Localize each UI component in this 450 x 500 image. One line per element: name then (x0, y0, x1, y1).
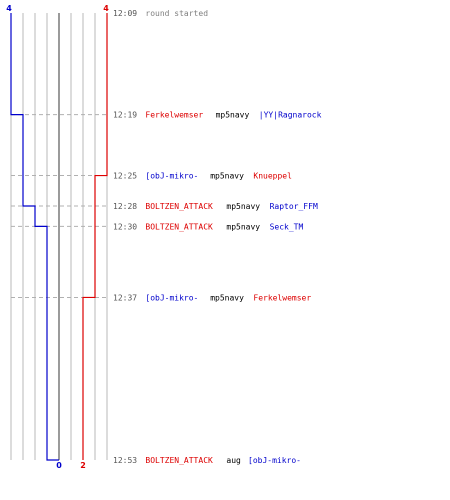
event-victim: Knueppel (253, 172, 292, 181)
event-weapon: mp5navy (226, 202, 260, 211)
event-text: round started (145, 9, 208, 18)
event-entry: 12:30 BOLTZEN_ATTACK mp5navy Seck_TM (113, 222, 303, 231)
team-blue-curve (10, 13, 59, 461)
event-weapon: mp5navy (216, 111, 250, 120)
event-entry: 12:53 BOLTZEN_ATTACK aug [obJ-mikro- (113, 456, 301, 465)
event-killer: [obJ-mikro- (145, 293, 198, 302)
event-killer: Ferkelwemser (145, 111, 203, 120)
team-curves (10, 13, 108, 461)
event-weapon: mp5navy (226, 222, 260, 231)
event-weapon: mp5navy (210, 293, 244, 302)
event-time: 12:30 (113, 222, 137, 231)
event-victim: Raptor_FFM (270, 202, 318, 211)
team-count-labels: 4 4 0 2 (6, 4, 109, 470)
event-killer: BOLTZEN_ATTACK (145, 456, 213, 465)
event-time: 12:53 (113, 456, 137, 465)
event-time: 12:25 (113, 172, 137, 181)
blue-end-count: 0 (56, 461, 62, 470)
event-time: 12:28 (113, 202, 137, 211)
event-entry: 12:25 [obJ-mikro-mp5navy Knueppel (113, 172, 292, 181)
blue-start-count: 4 (6, 4, 12, 13)
event-entry: 12:09 round started (113, 9, 208, 18)
event-killer: BOLTZEN_ATTACK (145, 222, 213, 231)
red-start-count: 4 (103, 4, 109, 13)
event-killer: BOLTZEN_ATTACK (145, 202, 213, 211)
event-killer: [obJ-mikro- (145, 172, 198, 181)
event-entry: 12:19 Ferkelwemser mp5navy |YY|Ragnarock (113, 111, 322, 120)
event-victim: Ferkelwemser (253, 293, 311, 302)
event-weapon: mp5navy (210, 172, 244, 181)
event-victim: |YY|Ragnarock (259, 111, 322, 120)
event-entry: 12:28 BOLTZEN_ATTACK mp5navy Raptor_FFM (113, 202, 318, 211)
event-time: 12:37 (113, 293, 137, 302)
event-weapon: aug (226, 456, 241, 465)
event-entry: 12:37 [obJ-mikro-mp5navy Ferkelwemser (113, 293, 311, 302)
event-victim: Seck_TM (270, 222, 304, 231)
grid-layer (10, 13, 108, 460)
team-red-curve (82, 13, 108, 460)
event-log: 12:09 round started 12:19 Ferkelwemser mp5na… (113, 9, 322, 465)
event-victim: [obJ-mikro- (248, 456, 301, 465)
red-end-count: 2 (80, 461, 86, 470)
event-time: 12:19 (113, 111, 137, 120)
event-time: 12:09 (113, 9, 137, 18)
